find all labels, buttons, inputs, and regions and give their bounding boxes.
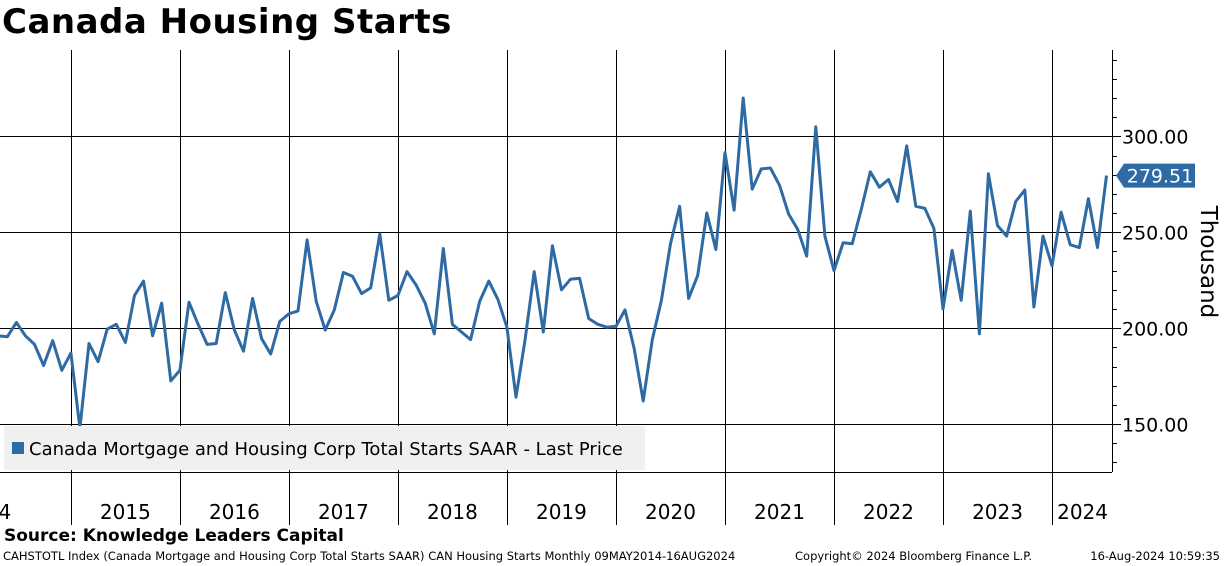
- x-tick-label: 2024: [1057, 500, 1108, 524]
- y-tick-label: 300.00: [1122, 127, 1188, 149]
- y-tick-label: 150.00: [1122, 415, 1188, 437]
- y-tick-label: 200.00: [1122, 319, 1188, 341]
- x-tick-label: 2020: [645, 500, 696, 524]
- x-tick-label: 2015: [100, 500, 151, 524]
- legend-label: Canada Mortgage and Housing Corp Total S…: [29, 439, 623, 460]
- chart-title: Canada Housing Starts: [2, 2, 452, 42]
- grid-layer: [0, 50, 1112, 525]
- x-tick-label: 2018: [427, 500, 478, 524]
- y-axis-label: Thousand: [1195, 205, 1221, 319]
- x-tick-label: 2023: [972, 500, 1023, 524]
- legend-box: [4, 426, 645, 470]
- axis-layer: 150.00 200.00 250.00 300.00 Thousand 2014 2015…: [0, 50, 1221, 524]
- legend-layer: Canada Mortgage and Housing Corp Total S…: [4, 426, 645, 470]
- x-tick-label: 2022: [863, 500, 914, 524]
- last-price-label: 279.51: [1127, 166, 1193, 188]
- series-line: [0, 96, 1108, 430]
- footer-meta: CAHSTOTL Index (Canada Mortgage and Hous…: [3, 549, 736, 563]
- x-tick-label: 2017: [318, 500, 369, 524]
- footer-copyright: Copyright© 2024 Bloomberg Finance L.P.: [795, 549, 1032, 563]
- source-note: Source: Knowledge Leaders Capital: [4, 526, 344, 546]
- x-tick-label: 2014: [0, 500, 11, 524]
- x-tick-label: 2019: [536, 500, 587, 524]
- series-layer: [0, 96, 1108, 430]
- legend-swatch: [12, 442, 24, 454]
- y-tick-label: 250.00: [1122, 223, 1188, 245]
- last-price-tag: [1116, 163, 1195, 188]
- footer-timestamp: 16-Aug-2024 10:59:35: [1090, 549, 1220, 563]
- x-tick-label: 2016: [209, 500, 260, 524]
- x-tick-label: 2021: [754, 500, 805, 524]
